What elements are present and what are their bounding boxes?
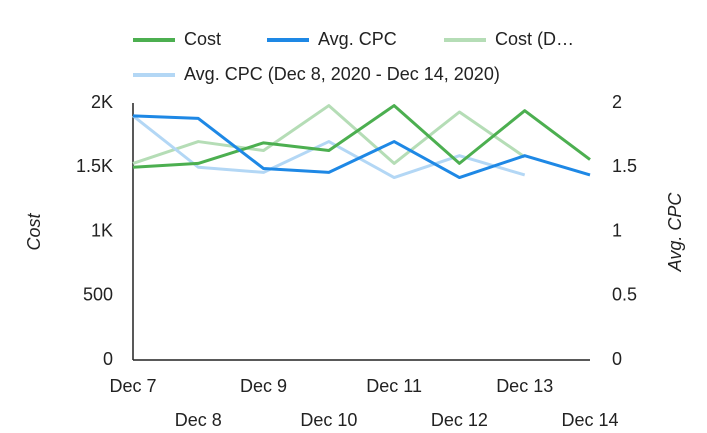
y2-tick-label: 0 [612,349,622,369]
x-tick-label: Dec 13 [496,376,553,396]
x-tick-label: Dec 9 [240,376,287,396]
series-line [132,114,591,180]
y-axis-title: Cost [24,212,44,250]
y-tick-label: 1.5K [76,156,113,176]
y2-tick-label: 2 [612,92,622,112]
legend-label: Cost [184,29,221,49]
series-line [132,104,526,165]
x-tick-label: Dec 11 [366,376,422,396]
series-line [132,104,591,169]
y-tick-label: 2K [91,92,113,112]
x-tick-label: Dec 8 [175,410,222,430]
legend-label: Avg. CPC [318,29,397,49]
y2-tick-label: 1.5 [612,156,637,176]
x-tick-label: Dec 14 [561,410,618,430]
x-tick-label: Dec 10 [300,410,357,430]
y-tick-label: 500 [83,285,113,305]
y2-tick-label: 0.5 [612,285,637,305]
legend-label: Avg. CPC (Dec 8, 2020 - Dec 14, 2020) [184,64,500,84]
x-tick-label: Dec 7 [109,376,156,396]
y-tick-label: 1K [91,220,113,240]
legend-label: Cost (D… [495,29,574,49]
y2-axis-title: Avg. CPC [665,192,685,273]
x-tick-label: Dec 12 [431,410,488,430]
y-tick-label: 0 [103,349,113,369]
y2-tick-label: 1 [612,220,622,240]
series-line [132,114,526,180]
